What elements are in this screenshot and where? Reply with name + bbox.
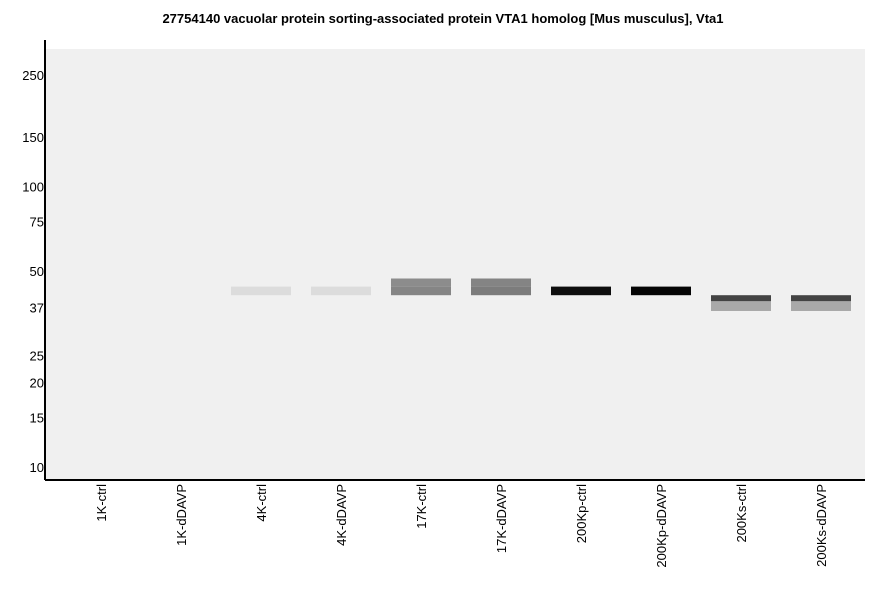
y-tick-label: 100 (22, 180, 44, 195)
lane-label: 200Ks-dDAVP (814, 484, 829, 567)
y-tick-labels: 250 150 100 75 50 37 25 20 15 10 (22, 68, 44, 475)
lane-label: 200Kp-ctrl (574, 484, 589, 543)
y-tick-label: 250 (22, 68, 44, 83)
chart-title: 27754140 vacuolar protein sorting-associ… (162, 11, 724, 26)
y-tick-label: 37 (30, 301, 44, 316)
y-tick-label: 25 (30, 348, 44, 363)
lane-label: 17K-ctrl (414, 484, 429, 529)
lane-label: 17K-dDAVP (494, 484, 509, 553)
y-tick-label: 20 (30, 376, 44, 391)
lane-labels: 1K-ctrl 1K-dDAVP 4K-ctrl 4K-dDAVP 17K-ctrl 17… (94, 484, 829, 568)
band (471, 286, 531, 296)
band (791, 295, 851, 302)
band (711, 295, 771, 302)
band (791, 301, 851, 311)
band (551, 286, 611, 296)
bands-layer (231, 278, 851, 311)
band (711, 301, 771, 311)
y-tick-label: 15 (30, 411, 44, 426)
band (471, 278, 531, 287)
lane-label: 4K-ctrl (254, 484, 269, 522)
y-tick-label: 150 (22, 130, 44, 145)
plot-background (46, 49, 865, 479)
lane-label: 1K-dDAVP (174, 484, 189, 546)
y-tick-label: 75 (30, 215, 44, 230)
lane-label: 200Kp-dDAVP (654, 484, 669, 568)
band (631, 286, 691, 296)
band (391, 286, 451, 296)
lane-label: 4K-dDAVP (334, 484, 349, 546)
band (231, 286, 291, 296)
band (311, 286, 371, 296)
lane-label: 200Ks-ctrl (734, 484, 749, 543)
y-tick-label: 50 (30, 264, 44, 279)
band (391, 278, 451, 287)
lane-label: 1K-ctrl (94, 484, 109, 522)
y-tick-label: 10 (30, 460, 44, 475)
